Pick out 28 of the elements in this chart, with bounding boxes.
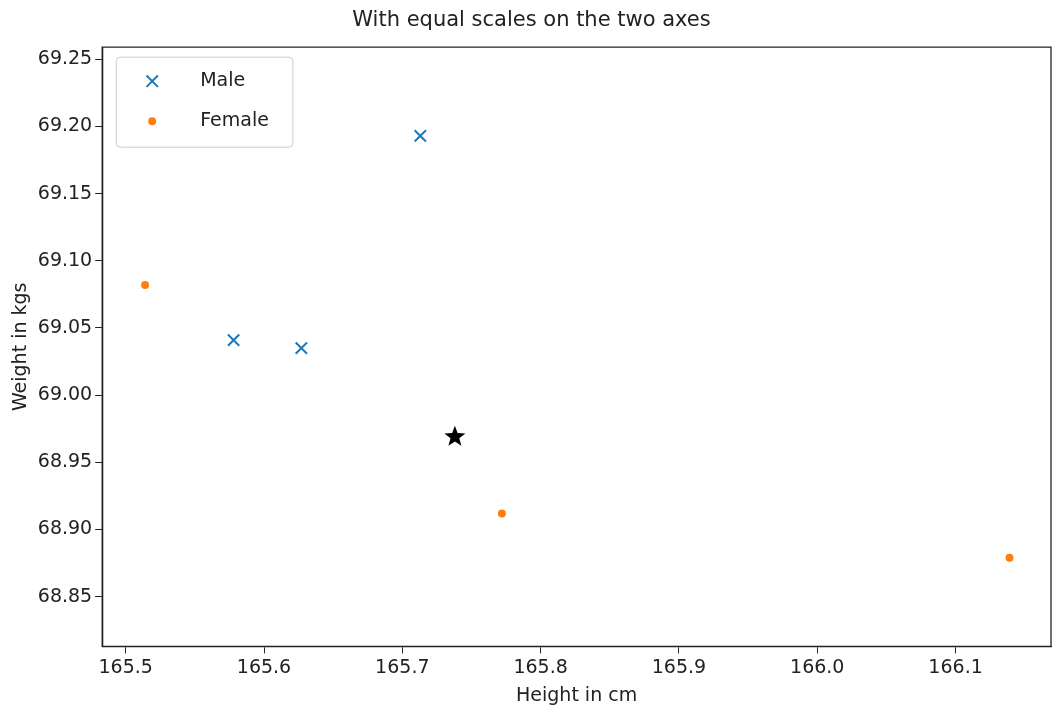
x-tick-label: 166.1 [928,654,983,677]
y-tick-label: 68.85 [37,583,93,606]
y-tick-label: 69.20 [37,113,93,136]
x-axis-title: Height in cm [516,682,638,705]
y-tick-label: 69.10 [37,247,93,270]
y-tick-label: 69.25 [37,46,93,69]
x-tick-label: 165.5 [98,654,153,677]
y-tick-label: 69.05 [37,314,93,337]
y-tick-label: 69.00 [37,382,93,405]
x-tick-label: 165.6 [236,654,292,677]
legend-label: Female [200,108,269,131]
legend-label: Male [200,68,246,91]
point [497,509,506,518]
y-tick-label: 68.90 [37,516,93,539]
point [444,425,466,446]
chart-title: With equal scales on the two axes [352,7,711,32]
x-tick-label: 166.0 [790,654,845,677]
x-tick-label: 165.7 [375,654,430,677]
point [141,281,150,289]
y-axis-title: Weight in kgs [8,282,31,412]
point [294,341,309,355]
point [1005,553,1014,562]
x-tick-label: 165.9 [651,654,707,677]
point [226,333,241,347]
x-tick-label: 165.8 [513,654,568,677]
y-tick-label: 69.15 [37,180,93,203]
point [413,129,427,143]
y-tick-label: 68.95 [37,449,93,472]
